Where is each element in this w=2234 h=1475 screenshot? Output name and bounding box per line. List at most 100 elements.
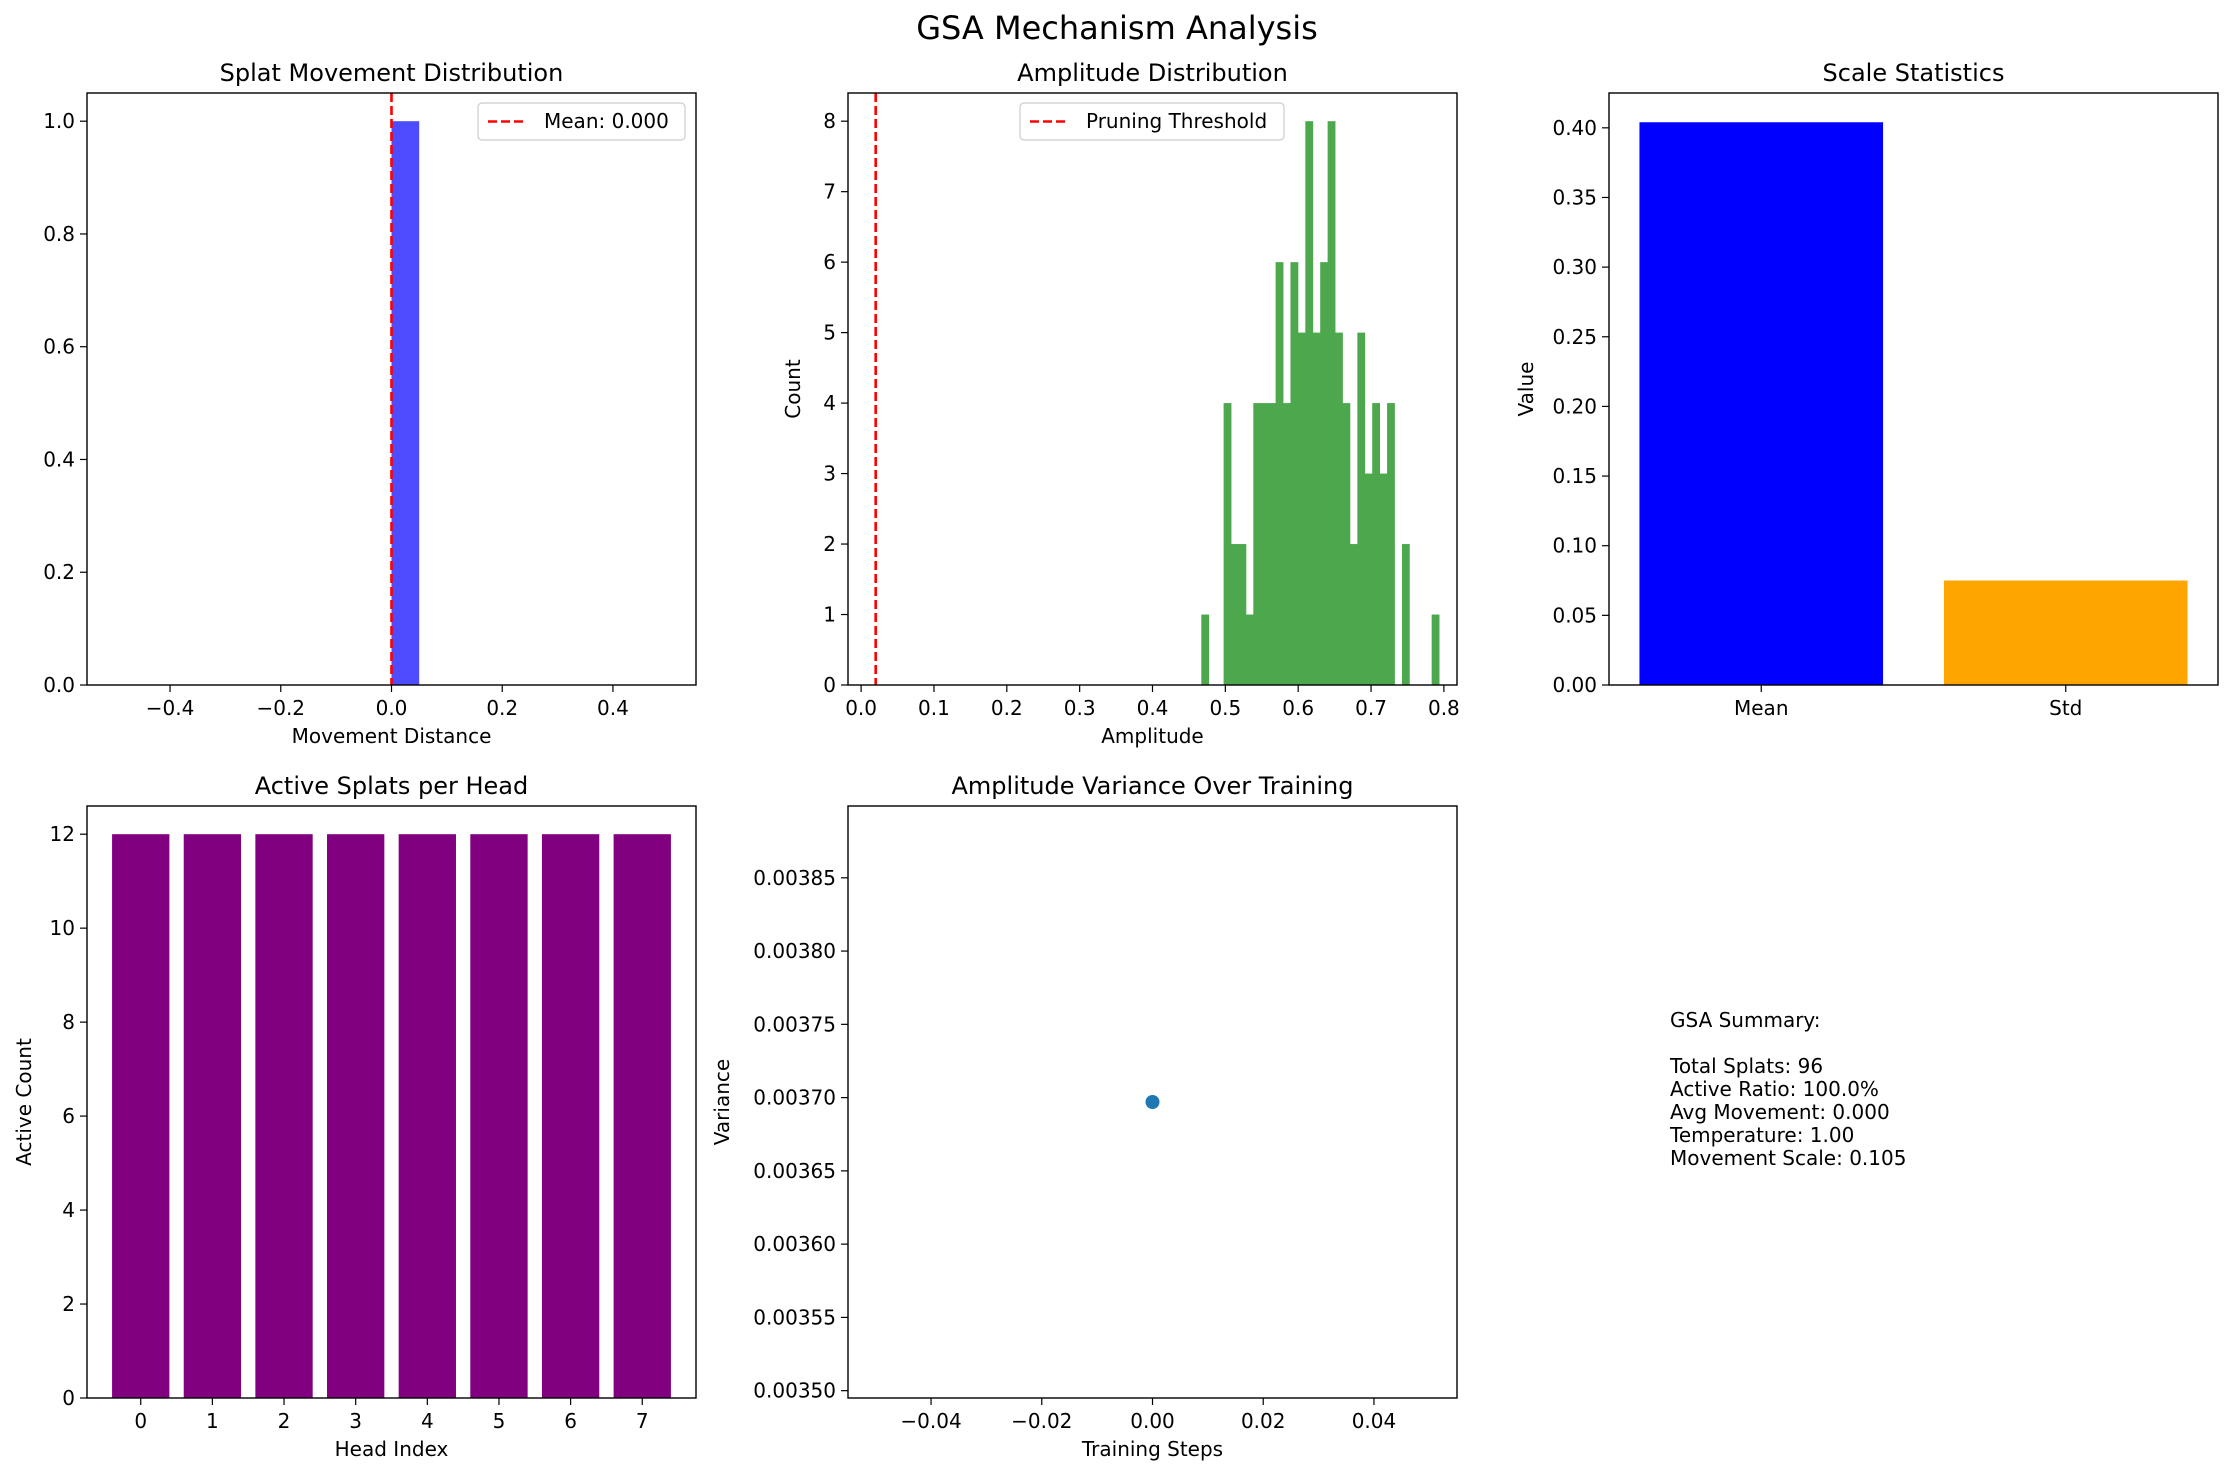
scale-ytick-label: 0.30 xyxy=(1552,255,1597,279)
amplitude-hist-bar xyxy=(1387,403,1395,685)
active-splats-xtick-label: 2 xyxy=(278,1409,291,1433)
movement-xtick-label: 0.0 xyxy=(376,696,408,720)
active-splats-xtick-label: 4 xyxy=(421,1409,434,1433)
scale-bar-std xyxy=(1943,580,2188,685)
amplitude-hist-bar xyxy=(1268,403,1277,685)
amplitude-ytick-label: 6 xyxy=(823,250,836,274)
amplitude-xtick-label: 0.7 xyxy=(1355,696,1387,720)
active-splats-xtick-label: 6 xyxy=(564,1409,577,1433)
active-splats-xtick-label: 1 xyxy=(206,1409,219,1433)
amplitude-hist-bar xyxy=(1364,473,1373,685)
amplitude-hist-bar xyxy=(1253,403,1262,685)
amplitude-hist-bar xyxy=(1312,332,1321,685)
amplitude-hist-bar xyxy=(1327,121,1336,685)
amplitude-ytick-label: 4 xyxy=(823,391,836,415)
scale-ylabel: Value xyxy=(1514,362,1538,417)
active-splats-ytick-label: 8 xyxy=(62,1010,75,1034)
active-splats-bar xyxy=(255,834,313,1398)
active-splats-ylabel: Active Count xyxy=(12,1038,36,1166)
active-splats-xtick-label: 3 xyxy=(349,1409,362,1433)
movement-ytick-label: 0.6 xyxy=(43,335,75,359)
variance-data-point xyxy=(1145,1095,1160,1109)
amplitude-ytick-label: 0 xyxy=(823,673,836,697)
amplitude-hist-bar xyxy=(1349,544,1358,685)
active-splats-ytick-label: 12 xyxy=(50,822,75,846)
amplitude-title: Amplitude Distribution xyxy=(1017,59,1288,87)
amplitude-distribution-panel: 0.0 0.1 0.2 0.3 0.4 0.5 0.6 0.7 0.8 0 1 2 3 4 5 6 7 8 Ampl… xyxy=(781,59,1460,748)
amplitude-hist-bar xyxy=(1238,544,1247,685)
summary-line-avg-movement: Avg Movement: 0.000 xyxy=(1670,1100,1890,1124)
variance-xtick-label: 0.04 xyxy=(1352,1409,1397,1433)
amplitude-xtick-label: 0.3 xyxy=(1064,696,1096,720)
variance-ytick-label: 0.00370 xyxy=(753,1086,836,1110)
movement-xlabel: Movement Distance xyxy=(292,724,492,748)
variance-xtick-label: −0.02 xyxy=(1011,1409,1072,1433)
variance-xlabel: Training Steps xyxy=(1081,1437,1223,1461)
active-splats-bar xyxy=(541,834,600,1398)
active-splats-ytick-label: 10 xyxy=(50,916,75,940)
active-splats-bar xyxy=(112,834,170,1398)
summary-heading: GSA Summary: xyxy=(1670,1008,1821,1032)
active-splats-bar xyxy=(398,834,456,1398)
variance-ytick-label: 0.00380 xyxy=(753,939,836,963)
amplitude-ytick-label: 5 xyxy=(823,321,836,345)
scale-ytick-label: 0.25 xyxy=(1552,325,1597,349)
variance-ytick-label: 0.00350 xyxy=(753,1379,836,1403)
amplitude-hist-bar xyxy=(1379,473,1388,685)
movement-legend-label: Mean: 0.000 xyxy=(544,109,669,133)
scale-axes-frame xyxy=(1608,92,2219,686)
amplitude-hist-bar xyxy=(1245,614,1254,685)
scale-xtick-label: Mean xyxy=(1734,696,1789,720)
scale-ytick-label: 0.35 xyxy=(1552,185,1597,209)
summary-block: GSA Summary: Total Splats: 96 Active Rat… xyxy=(1669,1008,1906,1170)
active-splats-ytick-label: 4 xyxy=(62,1198,75,1222)
amplitude-hist-bar xyxy=(1290,262,1299,685)
summary-line-movement-scale: Movement Scale: 0.105 xyxy=(1670,1146,1906,1170)
active-splats-bar xyxy=(327,834,385,1398)
movement-xtick-label: −0.4 xyxy=(146,696,195,720)
amplitude-hist-bar xyxy=(1223,403,1232,685)
amplitude-xtick-label: 0.8 xyxy=(1428,696,1460,720)
scale-ytick-label: 0.40 xyxy=(1552,116,1597,140)
amplitude-hist-bar xyxy=(1297,332,1306,685)
movement-ytick-label: 0.8 xyxy=(43,222,75,246)
figure-title: GSA Mechanism Analysis xyxy=(916,9,1318,47)
active-splats-ytick-label: 6 xyxy=(62,1104,75,1128)
active-splats-ytick-label: 0 xyxy=(62,1386,75,1410)
active-splats-bar xyxy=(183,834,242,1398)
variance-ytick-label: 0.00355 xyxy=(753,1305,836,1329)
variance-xtick-label: 0.00 xyxy=(1130,1409,1175,1433)
summary-line-total-splats: Total Splats: 96 xyxy=(1669,1054,1823,1078)
amplitude-ytick-label: 2 xyxy=(823,532,836,556)
amplitude-xtick-label: 0.1 xyxy=(918,696,950,720)
movement-ytick-label: 0.4 xyxy=(43,447,75,471)
scale-ytick-label: 0.10 xyxy=(1552,534,1597,558)
amplitude-xtick-label: 0.5 xyxy=(1209,696,1241,720)
amplitude-variance-panel: −0.04 −0.02 0.00 0.02 0.04 0.00350 0.00355 0.00… xyxy=(710,772,1458,1461)
amplitude-xtick-label: 0.6 xyxy=(1282,696,1314,720)
scale-ytick-label: 0.05 xyxy=(1552,603,1597,627)
amplitude-hist-bar xyxy=(1275,262,1284,685)
amplitude-hist-bar xyxy=(1320,262,1329,685)
active-splats-xlabel: Head Index xyxy=(335,1437,449,1461)
movement-legend-box xyxy=(477,102,686,141)
amplitude-xlabel: Amplitude xyxy=(1101,724,1204,748)
amplitude-ylabel: Count xyxy=(781,359,805,419)
variance-ytick-label: 0.00385 xyxy=(753,866,836,890)
amplitude-hist-bar xyxy=(1231,544,1239,685)
amplitude-hist-bar xyxy=(1401,544,1410,685)
amplitude-hist-bar xyxy=(1201,614,1210,685)
scale-title: Scale Statistics xyxy=(1823,59,2005,87)
movement-distribution-panel: −0.4 −0.2 0.0 0.2 0.4 0.0 0.2 0.4 0.6 0.8 1.0 Splat… xyxy=(43,59,697,748)
variance-title: Amplitude Variance Over Training xyxy=(952,772,1354,800)
amplitude-hist-bar xyxy=(1372,403,1381,685)
amplitude-hist-bar xyxy=(1357,332,1366,685)
active-splats-bar xyxy=(470,834,528,1398)
active-splats-xtick-label: 0 xyxy=(134,1409,147,1433)
scale-statistics-panel: Mean Std 0.00 0.05 0.10 0.15 0.20 0.25 0.30 0.35 0… xyxy=(1514,59,2219,720)
amplitude-legend-box xyxy=(1019,102,1285,141)
summary-line-active-ratio: Active Ratio: 100.0% xyxy=(1670,1077,1879,1101)
amplitude-ytick-label: 1 xyxy=(823,603,836,627)
